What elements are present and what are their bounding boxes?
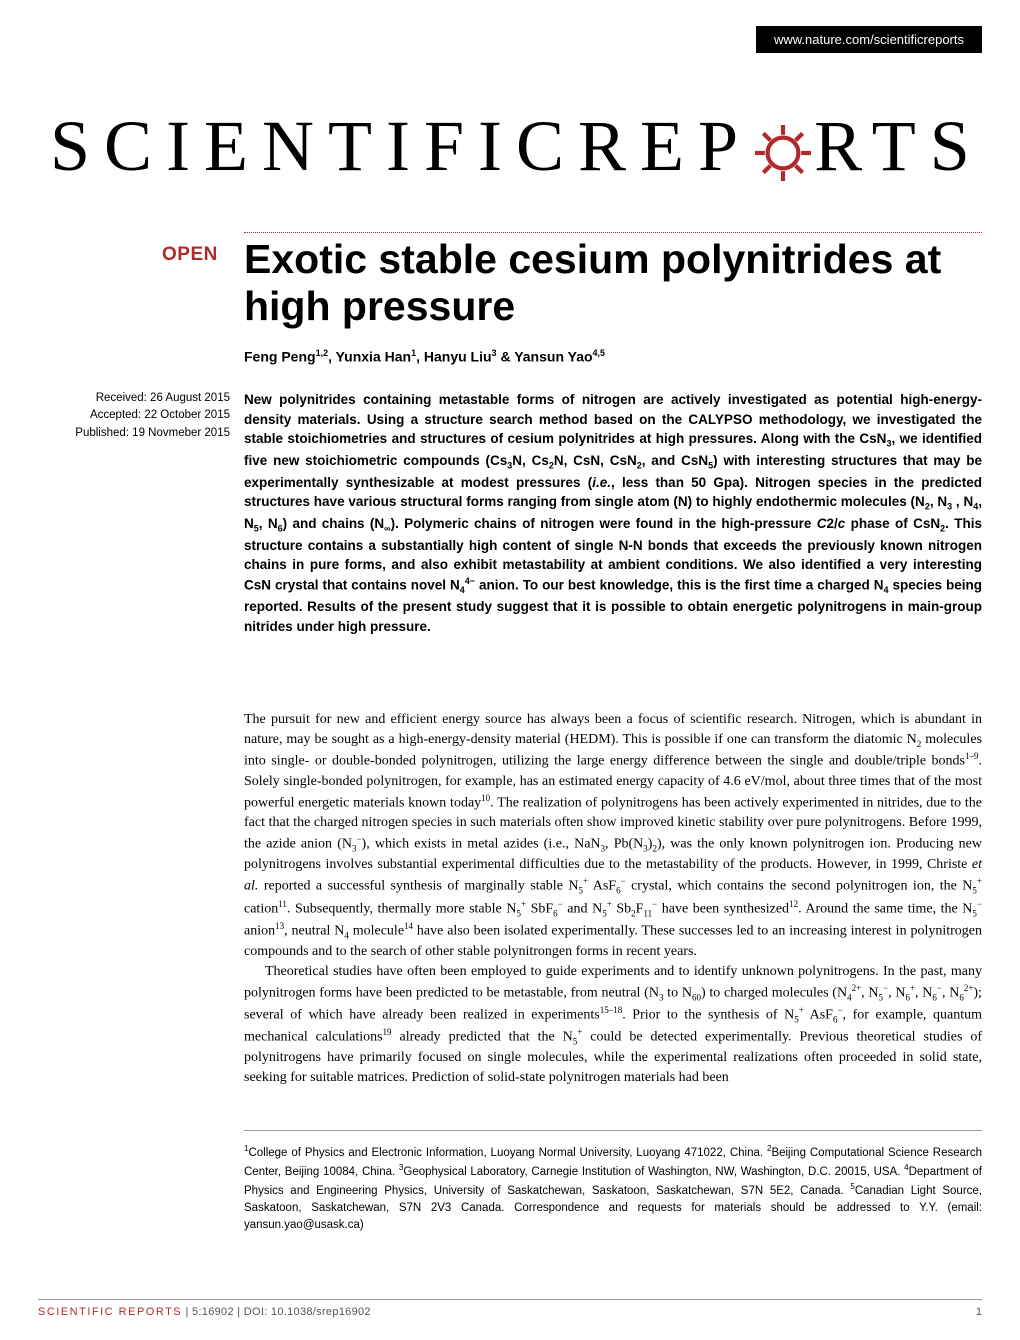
published-date: Published: 19 Novmeber 2015 — [38, 425, 230, 442]
logo-part2: REP — [578, 105, 752, 188]
body-para-1: The pursuit for new and efficient energy… — [244, 710, 982, 962]
article-title: Exotic stable cesium polynitrides at hig… — [244, 236, 982, 330]
logo-part1: SCIENTIFIC — [50, 105, 578, 188]
page-footer: SCIENTIFIC REPORTS | 5:16902 | DOI: 10.1… — [38, 1299, 982, 1318]
logo-part3: RTS — [814, 105, 984, 188]
footer-journal: SCIENTIFIC REPORTS — [38, 1306, 182, 1318]
body-para-2: Theoretical studies have often been empl… — [244, 962, 982, 1088]
footer-citation: SCIENTIFIC REPORTS | 5:16902 | DOI: 10.1… — [38, 1306, 371, 1318]
received-date: Received: 26 August 2015 — [38, 390, 230, 407]
accepted-date: Accepted: 22 October 2015 — [38, 407, 230, 424]
article-metadata: Received: 26 August 2015 Accepted: 22 Oc… — [38, 390, 230, 442]
body-text: The pursuit for new and efficient energy… — [244, 710, 982, 1088]
footer-doi: | 5:16902 | DOI: 10.1038/srep16902 — [182, 1306, 371, 1318]
abstract: New polynitrides containing metastable f… — [244, 390, 982, 636]
journal-logo: SCIENTIFIC REP — [50, 105, 982, 188]
gear-icon — [748, 105, 818, 188]
affiliations: 1College of Physics and Electronic Infor… — [244, 1130, 982, 1235]
journal-logo-text: SCIENTIFIC REP — [50, 105, 982, 188]
page-number: 1 — [976, 1306, 982, 1318]
header-url-bar: www.nature.com/scientificreports — [756, 26, 982, 53]
title-divider — [244, 232, 982, 233]
open-access-badge: OPEN — [162, 244, 218, 266]
author-list: Feng Peng1,2, Yunxia Han1, Hanyu Liu3 & … — [244, 348, 982, 365]
header-url: www.nature.com/scientificreports — [774, 32, 964, 47]
